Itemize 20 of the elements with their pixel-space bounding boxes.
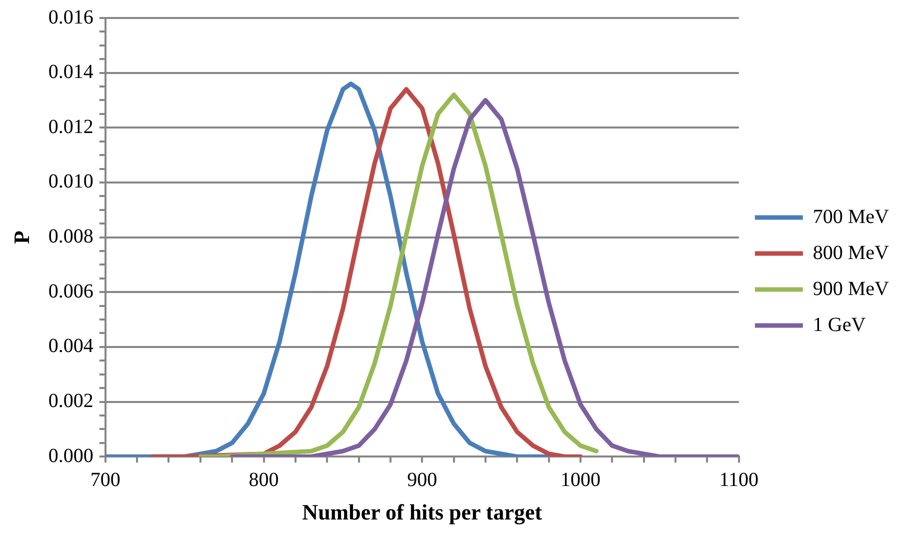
legend-label: 900 MeV [812,278,890,300]
y-tick-label: 0.014 [48,61,94,84]
legend-label: 700 MeV [812,206,890,228]
y-axis-title: P [8,230,34,244]
y-tick-label: 0.004 [48,335,94,358]
y-tick-label: 0.016 [48,6,94,28]
x-tick-label: 800 [248,468,279,491]
y-tick-label: 0.002 [48,390,94,412]
x-tick-label: 1100 [719,468,759,491]
y-tick-label: 0.012 [48,116,94,138]
x-tick-label: 1000 [560,468,601,491]
x-tick-label: 700 [90,468,120,491]
y-tick-label: 0.000 [48,444,94,467]
y-tick-label: 0.008 [48,226,94,248]
x-tick-label: 900 [407,468,438,491]
y-tick-label: 0.010 [48,170,94,193]
legend-label: 800 MeV [812,242,890,264]
legend-label: 1 GeV [812,314,866,336]
y-tick-label: 0.006 [48,280,94,302]
x-axis-title: Number of hits per target [302,499,543,524]
